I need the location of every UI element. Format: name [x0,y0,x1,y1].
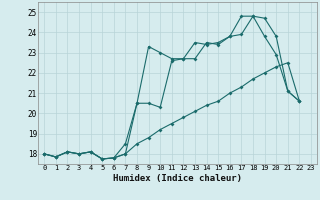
X-axis label: Humidex (Indice chaleur): Humidex (Indice chaleur) [113,174,242,183]
